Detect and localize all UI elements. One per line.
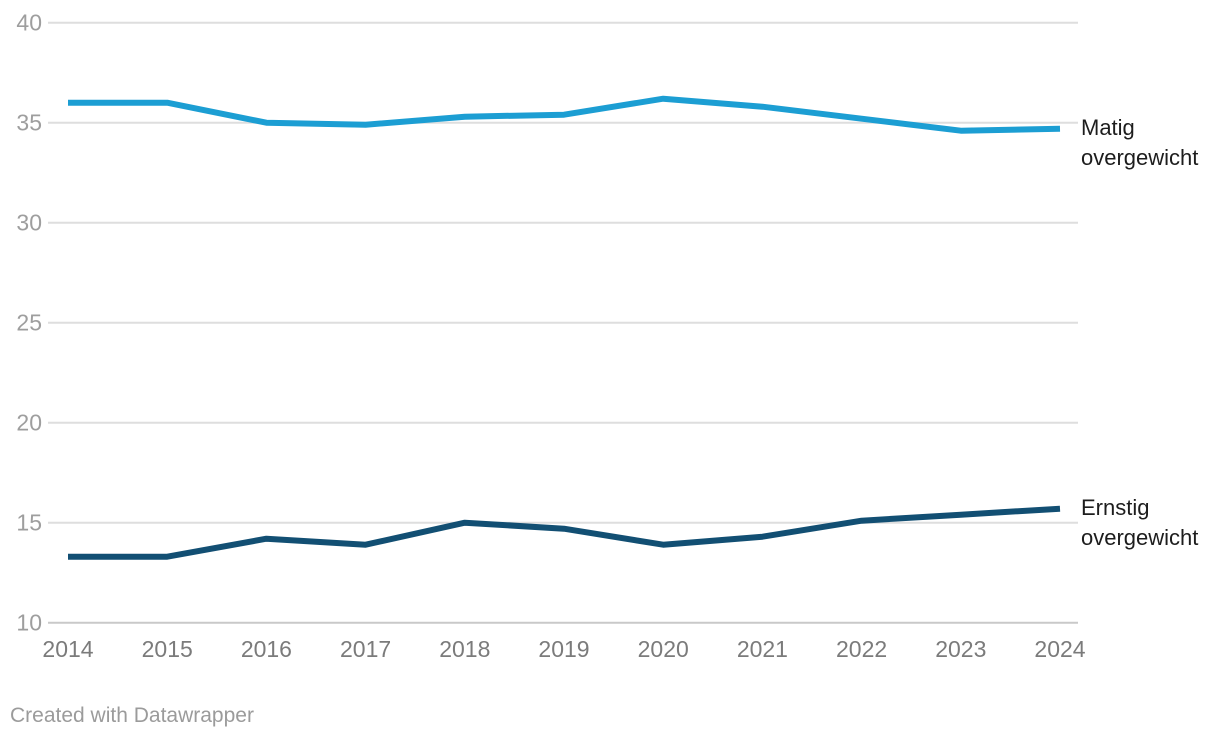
x-axis-tick-label: 2022 [836, 636, 887, 662]
x-axis-tick-label: 2020 [638, 636, 689, 662]
x-axis-tick-label: 2018 [439, 636, 490, 662]
y-axis-tick-label: 15 [16, 510, 42, 536]
y-axis-tick-label: 25 [16, 310, 42, 336]
line-series-matig-overgewicht [68, 95, 1061, 134]
x-axis-tick-label: 2024 [1034, 636, 1085, 662]
x-axis-tick-label: 2015 [142, 636, 193, 662]
x-axis-tick-label: 2016 [241, 636, 292, 662]
y-axis-tick-label: 20 [16, 410, 42, 436]
series-label-matig-overgewicht: Matig overgewicht [1081, 115, 1199, 170]
attribution-text: Created with Datawrapper [10, 704, 254, 727]
line-series-ernstig-overgewicht [68, 505, 1061, 560]
x-axis-tick-label: 2021 [737, 636, 788, 662]
y-axis-tick-label: 30 [16, 210, 42, 236]
x-axis-tick-label: 2023 [935, 636, 986, 662]
y-axis-tick-label: 10 [16, 610, 42, 636]
series-label-ernstig-overgewicht: Ernstig overgewicht [1081, 495, 1199, 550]
y-axis-tick-label: 40 [16, 10, 42, 36]
x-axis-tick-label: 2019 [538, 636, 589, 662]
x-axis-tick-label: 2014 [42, 636, 93, 662]
y-axis-tick-label: 35 [16, 110, 42, 136]
x-axis-tick-label: 2017 [340, 636, 391, 662]
